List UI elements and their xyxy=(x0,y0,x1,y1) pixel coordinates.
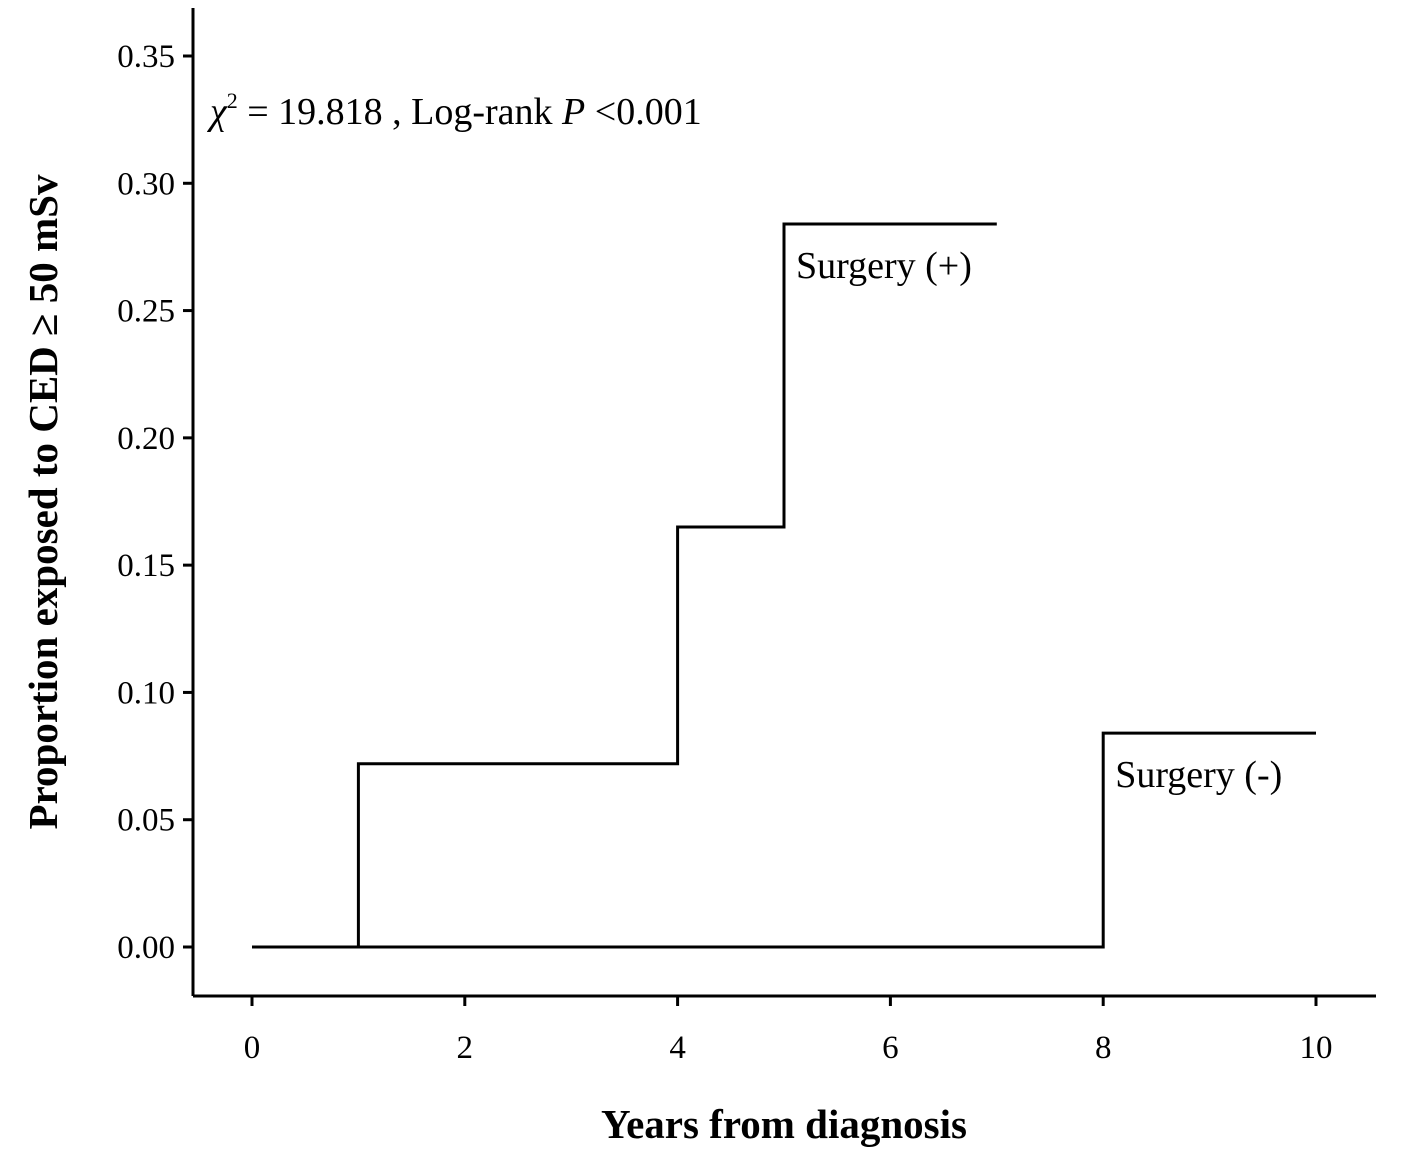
series-label-surgery-minus: Surgery (-) xyxy=(1115,754,1282,796)
y-tick-label: 0.30 xyxy=(117,166,175,202)
y-tick-label: 0.35 xyxy=(117,39,175,75)
series-label-surgery-plus: Surgery (+) xyxy=(796,245,972,287)
y-tick-label: 0.20 xyxy=(117,421,175,457)
y-axis-title: Proportion exposed to CED ≥ 50 mSv xyxy=(20,174,66,829)
x-tick-label: 8 xyxy=(1095,1030,1112,1066)
x-tick-label: 4 xyxy=(669,1030,686,1066)
x-axis-title: Years from diagnosis xyxy=(601,1101,967,1147)
y-tick-label: 0.00 xyxy=(117,930,175,966)
y-ticks: 0.00 0.05 0.10 0.15 0.20 0.25 0.30 0.35 xyxy=(117,39,193,966)
y-tick-label: 0.25 xyxy=(117,294,175,330)
annotation-p: P xyxy=(561,91,585,133)
series-labels: Surgery (+) Surgery (-) xyxy=(796,245,1282,796)
annotation-statistic: = 19.818 , Log-rank xyxy=(238,91,562,133)
y-tick-label: 0.05 xyxy=(117,803,175,839)
annotation-chi-superscript: 2 xyxy=(227,88,238,113)
series-line-surgery-plus xyxy=(252,222,997,949)
x-tick-label: 2 xyxy=(457,1030,474,1066)
x-ticks: 0 2 4 6 8 10 xyxy=(244,996,1333,1066)
y-tick-label: 0.15 xyxy=(117,548,175,584)
x-tick-label: 0 xyxy=(244,1030,261,1066)
series-lines xyxy=(252,222,1316,949)
annotation-p-value: <0.001 xyxy=(585,91,701,133)
axes xyxy=(191,8,1376,998)
log-rank-annotation: χ2 = 19.818 , Log-rank P <0.001 xyxy=(206,88,702,133)
x-tick-label: 10 xyxy=(1300,1030,1333,1066)
series-line-surgery-minus xyxy=(252,731,1316,949)
x-tick-label: 6 xyxy=(882,1030,899,1066)
annotation-chi: χ xyxy=(206,91,228,133)
y-tick-label: 0.10 xyxy=(117,675,175,711)
